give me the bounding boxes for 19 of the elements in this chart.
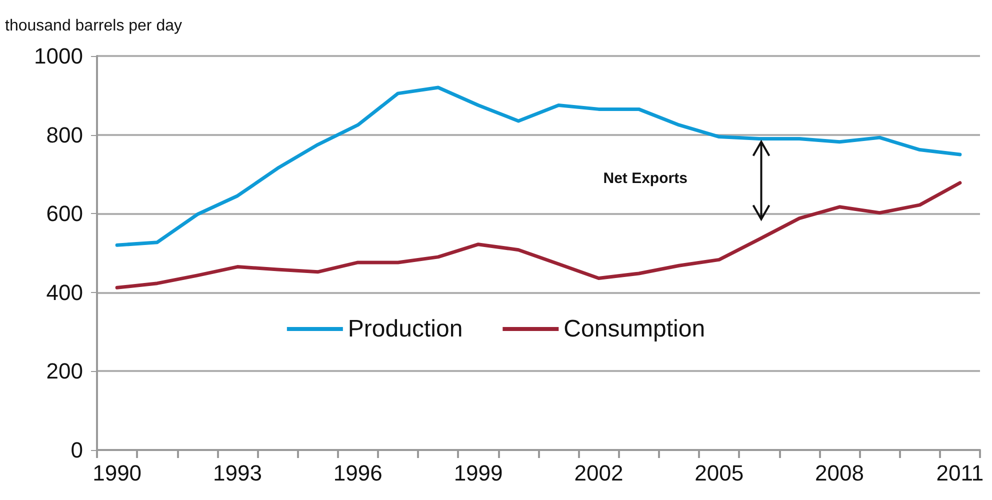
x-tick-label: 2005 [694, 460, 744, 486]
x-tick-label: 2002 [574, 460, 624, 486]
y-tick-label: 0 [70, 438, 83, 462]
y-tick-label: 400 [46, 280, 83, 305]
line-series [115, 86, 962, 247]
y-tick-label: 200 [46, 358, 83, 384]
x-tick-label: 2008 [815, 460, 864, 486]
annotation: Net Exports [603, 170, 688, 188]
x-tick-label: 1996 [333, 460, 382, 486]
y-axis-title: thousand barrels per day [5, 18, 182, 34]
y-tick-label: 800 [46, 122, 83, 148]
y-tick-label: 600 [46, 201, 83, 226]
x-tick-label: 1999 [454, 460, 503, 486]
legend-label: Production [348, 316, 463, 342]
legend-label: Consumption [564, 316, 706, 342]
x-tick-label: 1993 [213, 460, 262, 486]
x-tick-label: 2011 [936, 460, 984, 486]
x-tick-label: 1990 [92, 460, 142, 486]
y-tick-label: 1000 [34, 44, 83, 68]
